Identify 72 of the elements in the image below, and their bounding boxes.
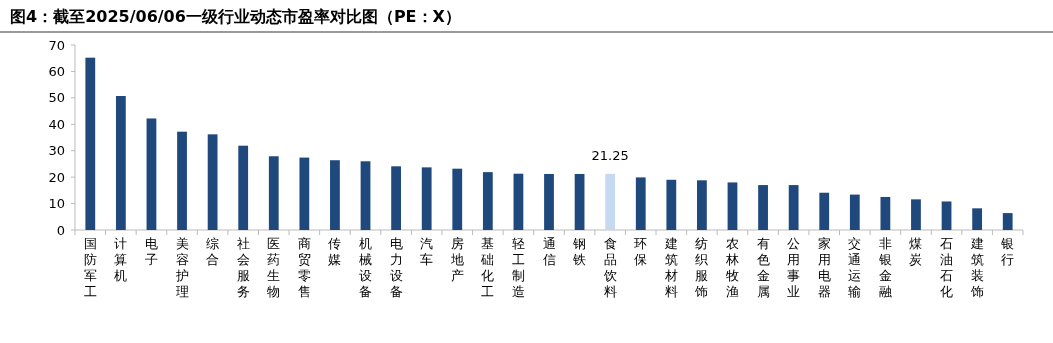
- x-tick-label: 国防军工: [83, 236, 97, 299]
- x-tick-label: 房地产: [449, 236, 464, 283]
- bar: [849, 194, 860, 230]
- bar: [727, 182, 738, 230]
- bar: [666, 179, 677, 230]
- x-tick-label: 建筑材料: [663, 236, 678, 299]
- bar: [360, 161, 371, 230]
- x-tick-label: 电子: [144, 236, 158, 267]
- x-tick-label: 综合: [206, 236, 220, 267]
- x-tick-label: 建筑装饰: [969, 236, 984, 299]
- x-tick-label: 交通运输: [848, 236, 862, 299]
- bar: [788, 185, 799, 230]
- x-tick-label: 轻工制造: [511, 236, 525, 299]
- y-tick-label: 10: [48, 196, 65, 212]
- y-tick-label: 20: [48, 169, 65, 185]
- x-tick-label: 家用电器: [817, 236, 831, 299]
- x-tick-label: 医药生物: [267, 236, 281, 299]
- x-tick-label: 有色金属: [756, 236, 770, 299]
- y-tick-label: 30: [48, 143, 65, 159]
- bar: [911, 199, 921, 230]
- bar: [268, 156, 279, 230]
- bar: [177, 131, 187, 230]
- bar: [635, 177, 646, 230]
- bar: [115, 96, 126, 230]
- x-tick-label: 汽车: [420, 236, 434, 267]
- x-tick-label: 商贸零售: [297, 236, 311, 299]
- bar: [880, 196, 891, 230]
- bar: [819, 192, 830, 230]
- x-tick-label: 电力设备: [389, 236, 403, 299]
- bar: [1002, 213, 1013, 230]
- bar: [330, 160, 340, 230]
- x-tick-label: 环保: [634, 236, 648, 267]
- bar: [482, 172, 493, 230]
- bar: [574, 173, 585, 230]
- x-tick-label: 非银金融: [877, 236, 892, 299]
- bar: [452, 168, 463, 230]
- bar: [391, 166, 401, 230]
- bar: [146, 118, 157, 230]
- y-tick-label: 50: [48, 90, 65, 106]
- chart-title: 图4：截至2025/06/06一级行业动态市盈率对比图（PE：X）: [10, 7, 461, 26]
- bar: [513, 173, 524, 230]
- y-tick-label: 0: [56, 222, 65, 238]
- y-tick-label: 60: [48, 63, 65, 79]
- bar: [972, 208, 983, 230]
- data-label: 21.25: [591, 147, 629, 163]
- x-tick-label: 传媒: [328, 236, 342, 267]
- y-tick-label: 40: [48, 116, 65, 132]
- x-tick-label: 美容护理: [174, 236, 189, 299]
- y-tick-label: 70: [48, 37, 65, 53]
- x-tick-label: 机械设备: [359, 236, 373, 299]
- x-tick-label: 食品饮料: [602, 236, 617, 299]
- x-tick-label: 钢铁: [572, 236, 587, 267]
- x-tick-label: 纺织服饰: [694, 236, 709, 299]
- bar: [299, 157, 310, 230]
- bar: [758, 185, 768, 230]
- x-tick-label: 通信: [542, 236, 556, 267]
- bar: [207, 134, 218, 230]
- bar: [238, 145, 249, 230]
- bar: [85, 57, 96, 230]
- bar: [544, 173, 554, 230]
- x-tick-label: 煤炭: [909, 236, 923, 267]
- x-tick-label: 农林牧渔: [724, 236, 739, 299]
- bar: [421, 167, 432, 230]
- x-tick-label: 基础化工: [480, 236, 495, 299]
- bar: [605, 173, 616, 230]
- x-tick-label: 石油石化: [940, 236, 954, 299]
- bar: [697, 180, 707, 230]
- x-tick-label: 银行: [1000, 236, 1015, 267]
- bar: [941, 201, 952, 230]
- x-tick-label: 公用事业: [787, 236, 801, 299]
- x-tick-label: 计算机: [114, 236, 128, 283]
- x-tick-label: 社会服务: [236, 236, 250, 299]
